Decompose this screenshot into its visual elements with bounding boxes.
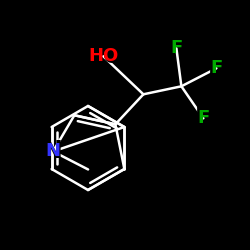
Text: F: F — [168, 36, 184, 60]
Text: F: F — [195, 106, 212, 130]
Text: F: F — [197, 109, 209, 127]
Text: N: N — [46, 142, 60, 160]
Text: F: F — [170, 39, 182, 57]
Text: HO: HO — [84, 44, 123, 68]
Text: HO: HO — [88, 47, 118, 65]
Text: N: N — [43, 140, 63, 164]
Text: F: F — [208, 56, 224, 80]
Text: F: F — [210, 59, 222, 77]
